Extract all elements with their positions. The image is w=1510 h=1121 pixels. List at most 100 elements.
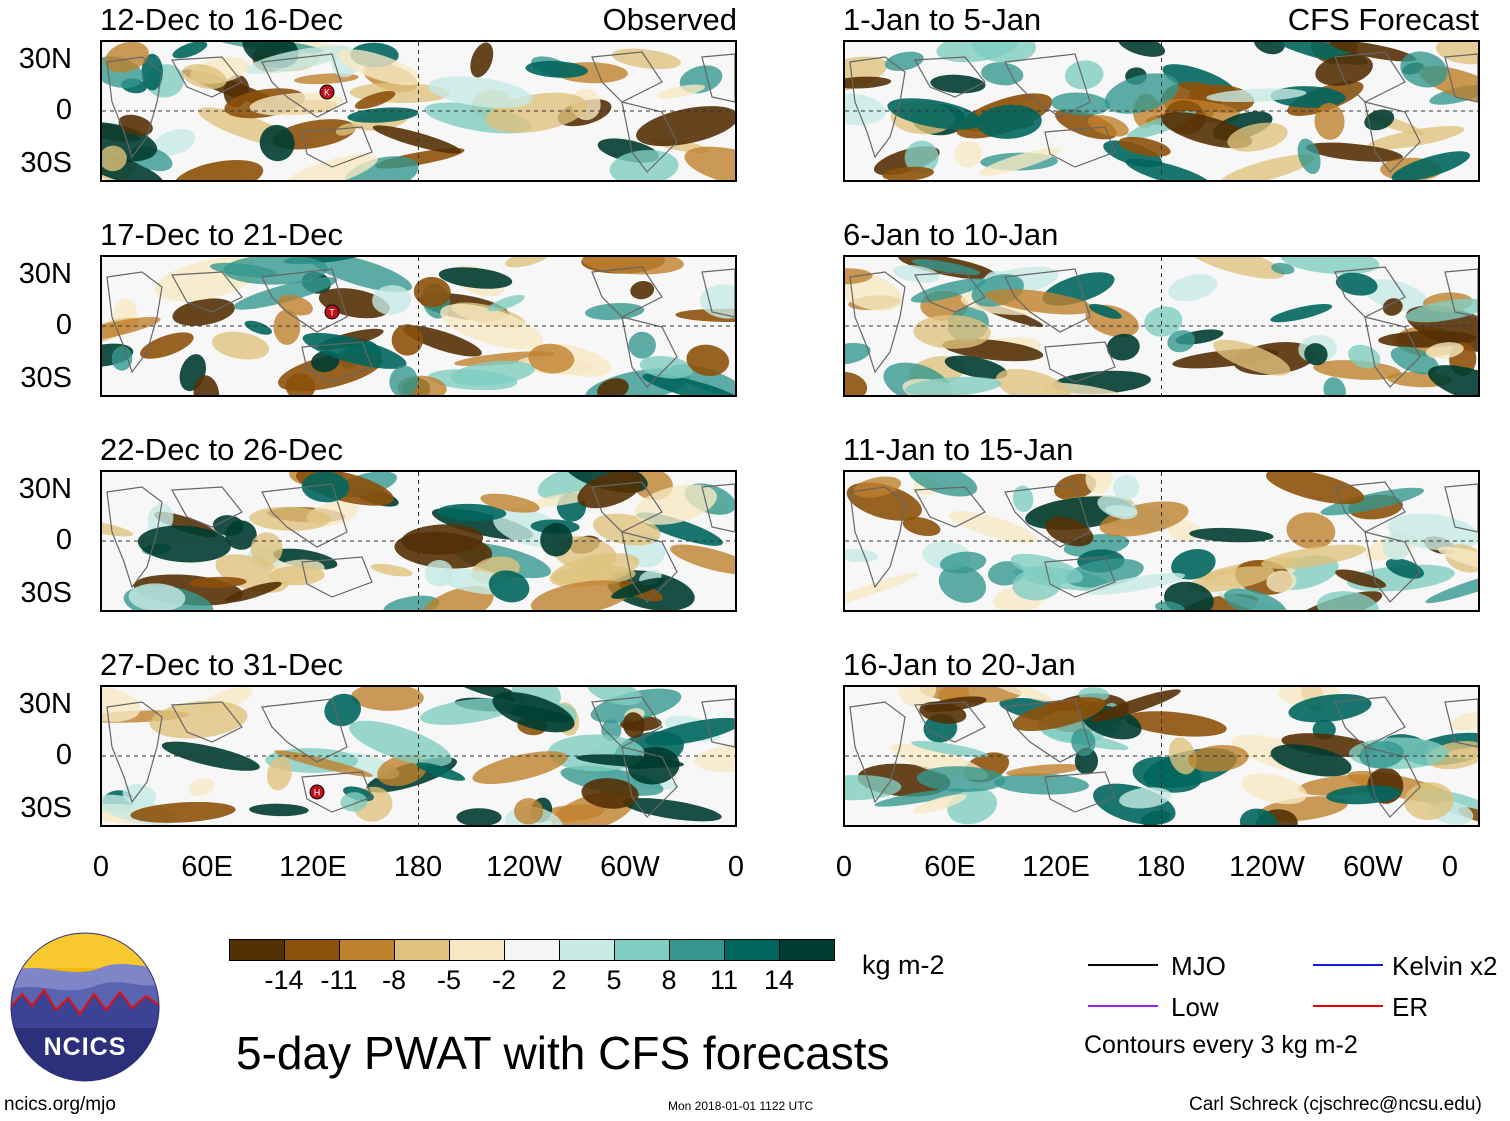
storm-label: K	[324, 88, 330, 98]
anomaly-blob	[845, 76, 892, 89]
xlab-right-0: 0	[835, 851, 853, 883]
anomaly-blob	[1391, 151, 1471, 180]
anomaly-blob	[349, 720, 452, 767]
coastline	[591, 266, 663, 318]
pwat-field	[845, 687, 1478, 825]
ylab-p1-0: 0	[55, 94, 72, 126]
anomaly-blob	[492, 692, 575, 733]
anomaly-blob	[976, 104, 1042, 139]
panel-5-title: 1-Jan to 5-Jan	[843, 2, 1042, 37]
colorbar-tick-label: -14	[264, 965, 304, 995]
anomaly-blob	[102, 687, 141, 722]
coastline	[701, 268, 735, 318]
anomaly-blob	[428, 76, 533, 109]
coastline	[1364, 101, 1421, 173]
anomaly-blob	[1106, 333, 1140, 361]
coastline	[1044, 341, 1116, 383]
anomaly-blob	[540, 522, 573, 557]
anomaly-blob	[1087, 115, 1129, 137]
coastline	[1334, 51, 1406, 103]
anomaly-blob	[911, 259, 981, 276]
colorbar-cell	[504, 939, 560, 961]
anomaly-blob	[488, 570, 530, 603]
anomaly-blob	[1144, 306, 1183, 337]
anomaly-blob	[514, 798, 544, 825]
coastline	[849, 271, 906, 374]
colorbar-tick-label: 11	[709, 965, 739, 995]
anomaly-blob	[1404, 782, 1454, 821]
anomaly-blob	[249, 506, 330, 531]
anomaly-blob	[370, 563, 413, 577]
anomaly-blob	[582, 257, 684, 275]
anomaly-blob	[225, 520, 257, 550]
colorbar-tick-label: 2	[551, 965, 567, 995]
anomaly-blob	[440, 303, 544, 350]
anomaly-blob	[111, 346, 133, 371]
anomaly-blob	[1329, 42, 1417, 62]
coastline	[1044, 556, 1116, 598]
anomaly-blob	[1171, 549, 1216, 580]
coastline	[1444, 483, 1478, 533]
coastline	[621, 316, 678, 388]
footer-url[interactable]: ncics.org/mjo	[4, 1094, 116, 1115]
coastline	[914, 701, 986, 743]
anomaly-blob	[245, 45, 350, 75]
anomaly-blob	[1113, 475, 1140, 500]
anomaly-blob	[1316, 591, 1379, 610]
legend-kelvin-line	[1313, 964, 1383, 966]
pwat-field	[845, 472, 1478, 610]
anomaly-blob	[1051, 92, 1111, 116]
legend-low-line	[1088, 1005, 1158, 1007]
anomaly-blob	[152, 129, 196, 156]
anomaly-blob	[389, 365, 418, 395]
anomaly-blob	[845, 548, 878, 563]
coastline	[591, 696, 663, 748]
coastline	[591, 481, 663, 533]
xlab-left-0: 0	[92, 851, 110, 883]
anomaly-blob	[904, 376, 1002, 395]
coastline	[1364, 746, 1421, 818]
storm-label: T	[329, 308, 335, 318]
ylab-p3-0: 0	[55, 524, 72, 556]
colorbar-labels: -14 -11 -8 -5 -2 2 5 8 11 14	[229, 967, 834, 997]
pwat-field: H	[102, 687, 735, 825]
anomaly-blob	[1086, 572, 1186, 596]
panel-8-title: 16-Jan to 20-Jan	[843, 647, 1076, 682]
anomaly-blob	[939, 551, 987, 574]
coastline	[106, 56, 163, 159]
colorbar-tick-label: -2	[491, 965, 516, 995]
anomaly-blob	[161, 741, 260, 771]
coastline	[914, 56, 986, 98]
anomaly-blob	[372, 285, 412, 315]
anomaly-blob	[1085, 472, 1113, 494]
anomaly-blob	[302, 332, 407, 369]
anomaly-blob	[944, 355, 1008, 379]
anomaly-blob	[1118, 136, 1171, 157]
anomaly-blob	[845, 774, 902, 801]
coastline	[1364, 316, 1421, 388]
anomaly-blob	[1335, 569, 1387, 589]
anomaly-blob	[551, 565, 636, 586]
logo-text: NCICS	[43, 1033, 127, 1061]
anomaly-blob	[985, 289, 1094, 315]
anomaly-blob	[233, 277, 338, 310]
colorbar-tick-label: 8	[661, 965, 677, 995]
anomaly-blob	[590, 688, 682, 723]
coastline	[171, 486, 243, 528]
anomaly-blob	[528, 343, 575, 374]
map-panel-2: T	[100, 255, 737, 397]
xlab-left-120e: 120E	[279, 851, 347, 883]
ylab-p3-30n: 30N	[18, 473, 72, 505]
anomaly-blob	[584, 303, 645, 320]
panel-2-title: 17-Dec to 21-Dec	[100, 217, 343, 252]
anomaly-blob	[1239, 808, 1278, 825]
xlab-left-60w: 60W	[600, 851, 660, 883]
pwat-field: T	[102, 257, 735, 395]
coastline	[261, 268, 348, 333]
anomaly-blob	[130, 801, 236, 823]
coastline	[701, 698, 735, 748]
anomaly-blob	[438, 267, 513, 289]
anomaly-blob	[1012, 697, 1106, 731]
anomaly-blob	[923, 696, 987, 712]
anomaly-blob	[337, 49, 421, 86]
